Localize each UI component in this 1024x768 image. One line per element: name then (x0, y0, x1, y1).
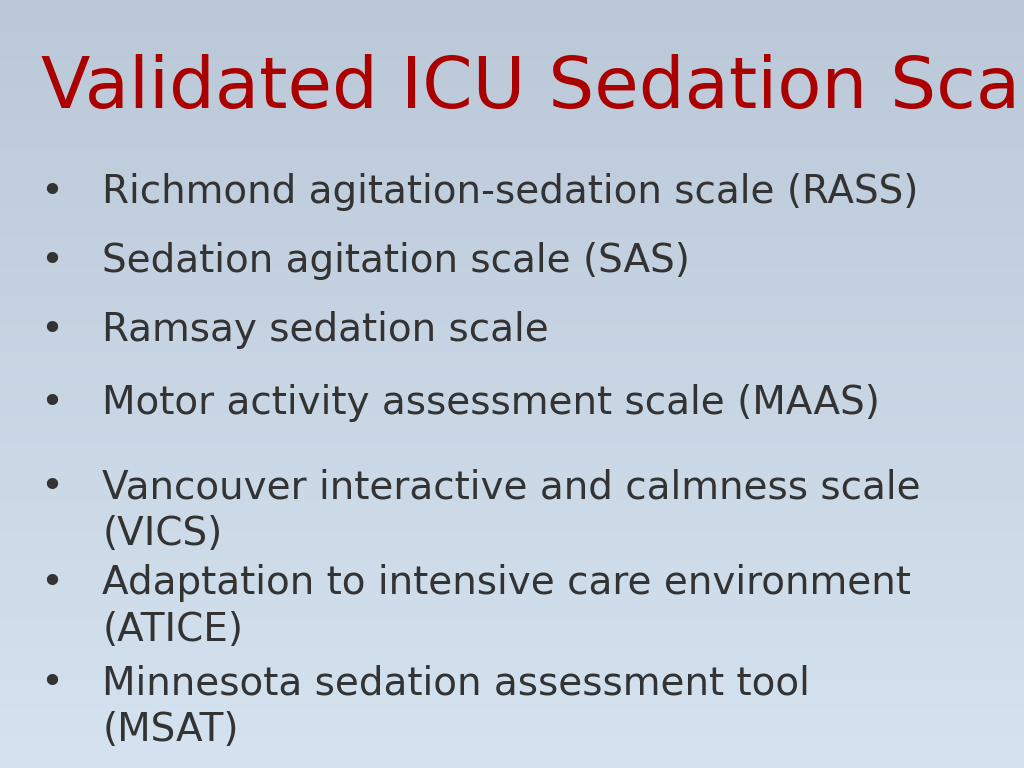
Text: Vancouver interactive and calmness scale
(VICS): Vancouver interactive and calmness scale… (102, 468, 921, 554)
Text: •: • (40, 242, 62, 280)
Text: Sedation agitation scale (SAS): Sedation agitation scale (SAS) (102, 242, 690, 280)
Text: •: • (40, 564, 62, 602)
Text: Motor activity assessment scale (MAAS): Motor activity assessment scale (MAAS) (102, 384, 881, 422)
Text: Minnesota sedation assessment tool
(MSAT): Minnesota sedation assessment tool (MSAT… (102, 664, 810, 750)
Text: Richmond agitation-sedation scale (RASS): Richmond agitation-sedation scale (RASS) (102, 173, 919, 210)
Text: Ramsay sedation scale: Ramsay sedation scale (102, 311, 549, 349)
Text: •: • (40, 311, 62, 349)
Text: •: • (40, 384, 62, 422)
Text: Validated ICU Sedation Scales: Validated ICU Sedation Scales (41, 54, 1024, 123)
Text: •: • (40, 664, 62, 702)
Text: •: • (40, 468, 62, 506)
Text: •: • (40, 173, 62, 210)
Text: Adaptation to intensive care environment
(ATICE): Adaptation to intensive care environment… (102, 564, 911, 650)
